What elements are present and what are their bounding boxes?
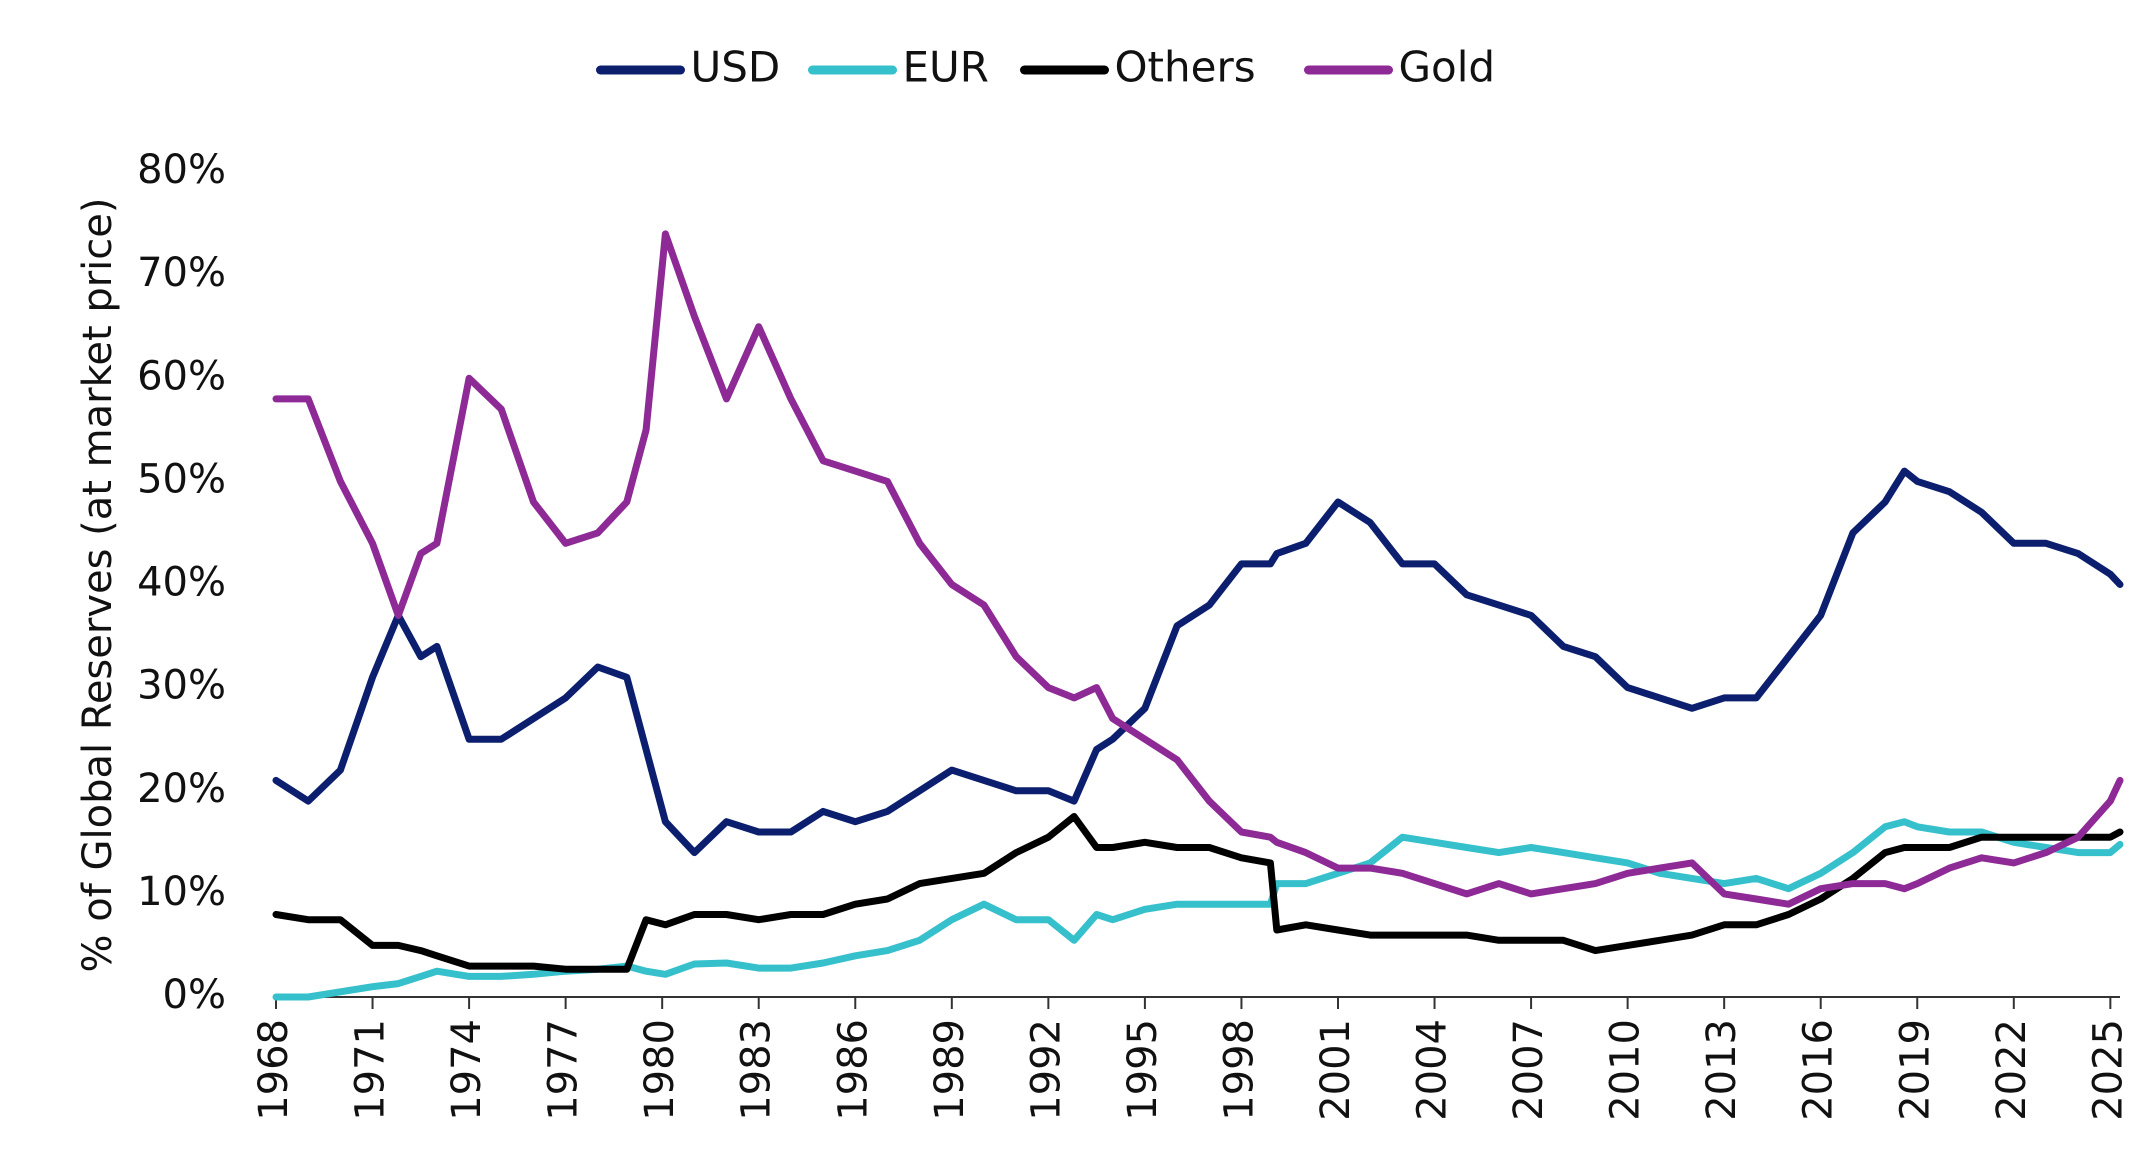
legend-label: USD <box>691 43 781 92</box>
x-tick-label: 2013 <box>1699 1019 1745 1121</box>
x-tick-label: 2004 <box>1410 1019 1456 1121</box>
x-tick-label: 1974 <box>444 1019 490 1121</box>
y-tick-label: 70% <box>137 250 226 296</box>
legend-label: Gold <box>1399 43 1496 92</box>
x-tick-label: 2025 <box>2085 1019 2131 1121</box>
y-tick-label: 40% <box>137 560 226 606</box>
y-tick-label: 60% <box>137 353 226 399</box>
x-tick-label: 2007 <box>1506 1019 1552 1121</box>
x-tick-label: 1983 <box>734 1019 780 1121</box>
x-tick-label: 2010 <box>1603 1019 1649 1121</box>
x-tick-label: 1998 <box>1216 1019 1262 1121</box>
x-tick-label: 1968 <box>251 1019 297 1121</box>
x-tick-label: 1980 <box>637 1019 683 1121</box>
y-tick-label: 30% <box>137 663 226 709</box>
series-line <box>272 467 2124 857</box>
y-tick-label: 10% <box>137 869 226 915</box>
y-axis-title: % of Global Reserves (at market price) <box>75 198 121 973</box>
x-tick-label: 1986 <box>830 1019 876 1121</box>
x-tick-label: 2001 <box>1313 1019 1359 1121</box>
x-tick-label: 1971 <box>348 1019 394 1121</box>
y-tick-label: 20% <box>137 766 226 812</box>
legend-label: Others <box>1115 43 1256 92</box>
y-tick-label: 0% <box>163 972 226 1018</box>
y-tick-label: 50% <box>137 456 226 502</box>
x-tick-label: 2019 <box>1892 1019 1938 1121</box>
y-tick-label: 80% <box>137 147 226 193</box>
x-tick-label: 1992 <box>1023 1019 1069 1121</box>
x-tick-label: 2016 <box>1796 1019 1842 1121</box>
x-tick-label: 2022 <box>1989 1019 2035 1121</box>
x-tick-label: 1977 <box>541 1019 587 1121</box>
legend-label: EUR <box>903 43 989 92</box>
x-tick-label: 1989 <box>927 1019 973 1121</box>
series-line <box>272 230 2124 908</box>
series-line <box>272 813 2124 973</box>
x-tick-label: 1995 <box>1120 1019 1166 1121</box>
